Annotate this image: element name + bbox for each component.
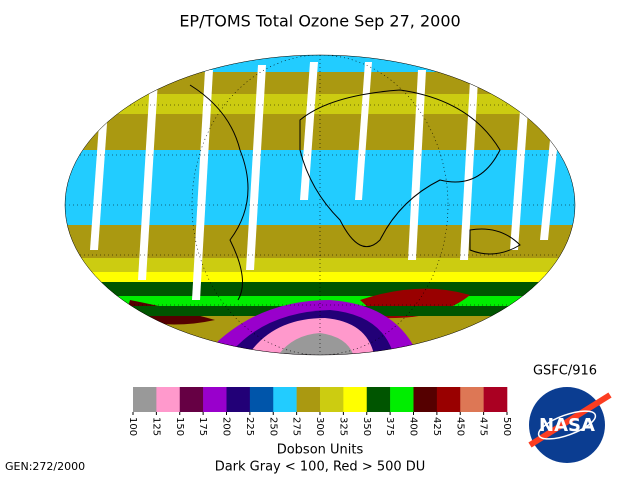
tick-label: 275 (291, 417, 302, 436)
color-cell (203, 387, 227, 412)
color-cell (156, 387, 181, 412)
ozone-map (65, 55, 575, 355)
color-cell (249, 387, 274, 412)
color-cell (226, 387, 251, 412)
tick-label: 475 (478, 417, 489, 436)
tick-label: 350 (361, 417, 372, 436)
color-cell (320, 387, 344, 412)
color-cell (179, 387, 204, 412)
globe-outline (64, 54, 576, 356)
unit-label: Dobson Units (277, 443, 364, 458)
color-cell (460, 387, 484, 412)
color-cell (366, 387, 391, 412)
color-cell (413, 387, 438, 412)
color-cell (296, 387, 321, 412)
tick-label: 100 (127, 417, 138, 436)
tick-label: 450 (454, 417, 465, 436)
title: EP/TOMS Total Ozone Sep 27, 2000 (179, 12, 460, 31)
color-cell (343, 387, 368, 412)
range-note: Dark Gray < 100, Red > 500 DU (215, 460, 426, 475)
logo-text: NASA (539, 415, 595, 436)
tick-label: 250 (267, 417, 278, 436)
color-cell (273, 387, 297, 412)
tick-label: 150 (174, 417, 185, 436)
nasa-logo: NASA (528, 387, 612, 463)
tick-label: 300 (314, 417, 325, 436)
source-label: GSFC/916 (533, 364, 597, 379)
tick-label: 175 (197, 417, 208, 436)
tick-label: 325 (337, 417, 348, 436)
tick-label: 425 (431, 417, 442, 436)
colorbar: 100 125 150 175 200 225 250 275 300 325 350 375 400 4… (127, 387, 512, 436)
tick-label: 375 (384, 417, 395, 436)
tick-label: 400 (408, 417, 419, 436)
tick-label: 500 (501, 417, 512, 436)
tick-label: 125 (150, 417, 161, 436)
color-cell (483, 387, 508, 412)
color-cell (390, 387, 414, 412)
tick-label: 200 (221, 417, 232, 436)
tick-label: 225 (244, 417, 255, 436)
generation-label: GEN:272/2000 (5, 460, 85, 473)
color-cell (133, 387, 157, 412)
color-cell (436, 387, 461, 412)
